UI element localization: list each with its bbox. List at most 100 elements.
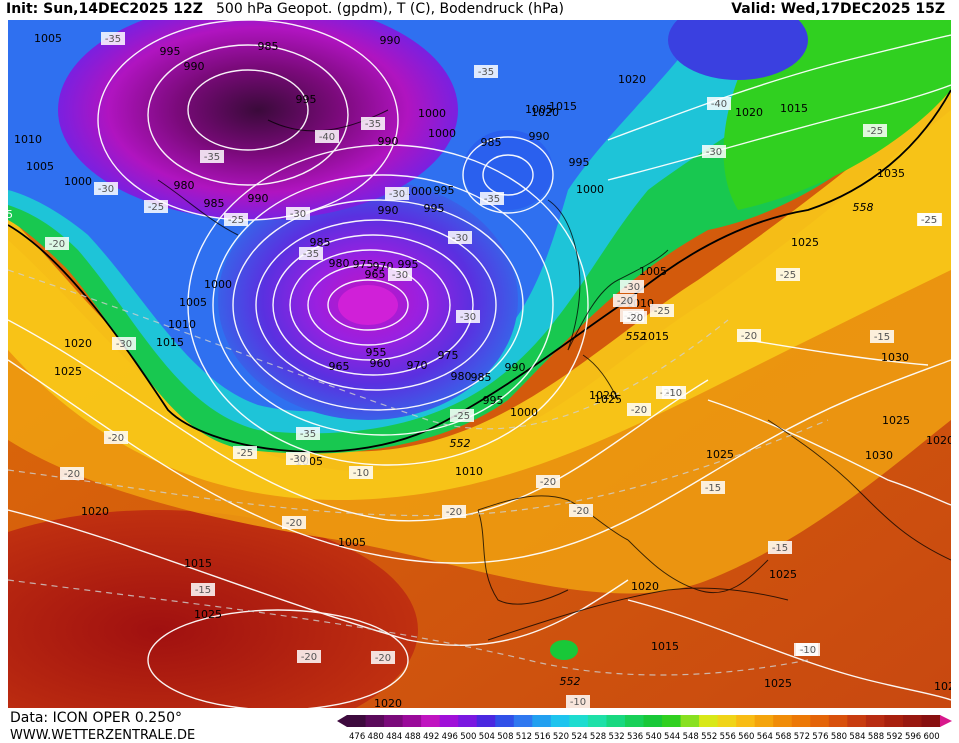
- map-title: 500 hPa Geopot. (gpdm), T (C), Bodendruc…: [216, 1, 564, 17]
- pressure-label: 1020: [926, 434, 951, 447]
- temperature-label: -25: [650, 304, 674, 317]
- svg-text:-20: -20: [540, 477, 556, 488]
- temperature-label: -25: [233, 446, 257, 459]
- svg-text:-15: -15: [705, 483, 721, 494]
- pressure-label: 1025: [764, 677, 792, 690]
- legend-swatch: [532, 715, 552, 727]
- pressure-label: 990: [378, 135, 399, 148]
- chart-footer: Data: ICON OPER 0.250° WWW.WETTERZENTRAL…: [0, 708, 959, 743]
- temperature-label: -30: [620, 280, 644, 293]
- pressure-label: 985: [481, 136, 502, 149]
- legend-tick-label: 548: [683, 732, 699, 741]
- temperature-label: -10: [662, 386, 686, 399]
- temperature-label: -20: [442, 505, 466, 518]
- svg-text:-20: -20: [446, 507, 462, 518]
- legend-tick-label: 496: [442, 732, 458, 741]
- svg-text:-40: -40: [319, 132, 335, 143]
- pressure-label: 990: [380, 34, 401, 47]
- svg-text:-20: -20: [627, 313, 643, 324]
- height-labels: 558 552 552 552: [450, 201, 874, 688]
- barents-low: [668, 20, 808, 80]
- temperature-label: -35: [200, 150, 224, 163]
- height-label: 552: [626, 330, 647, 343]
- svg-text:-30: -30: [460, 312, 476, 323]
- pressure-label: 955: [366, 346, 387, 359]
- temperature-label: -20: [282, 516, 306, 529]
- pressure-label: 1015: [549, 100, 577, 113]
- pressure-label: 1000: [576, 183, 604, 196]
- temperature-label: -30: [388, 268, 412, 281]
- legend-swatch: [476, 715, 496, 727]
- svg-text:-25: -25: [654, 306, 670, 317]
- legend-swatch: [587, 715, 607, 727]
- temperature-label: -10: [796, 643, 820, 656]
- legend-swatch: [736, 715, 756, 727]
- svg-text:-35: -35: [204, 152, 220, 163]
- temperature-labels: -35 -35 -35 -40 -35 -35 -40 -30 -25 -25 -30 -30 -30 -…: [45, 32, 942, 708]
- svg-text:-10: -10: [353, 468, 369, 479]
- edge-label: 5: [8, 208, 13, 221]
- pressure-label: 1015: [184, 557, 212, 570]
- temperature-label: -20: [627, 403, 651, 416]
- pressure-label: 990: [184, 60, 205, 73]
- pressure-label: 990: [248, 192, 269, 205]
- temperature-label: -35: [361, 117, 385, 130]
- legend-tick-label: 480: [368, 732, 384, 741]
- pressure-label: 990: [378, 204, 399, 217]
- pressure-label: 990: [505, 361, 526, 374]
- temperature-label: -15: [768, 541, 792, 554]
- norway-low: [463, 130, 553, 210]
- svg-text:-10: -10: [570, 697, 586, 708]
- svg-text:-10: -10: [800, 645, 816, 656]
- svg-text:-25: -25: [921, 215, 937, 226]
- svg-text:-30: -30: [389, 189, 405, 200]
- legend-tick-label: 592: [886, 732, 902, 741]
- svg-text:-25: -25: [237, 448, 253, 459]
- pressure-label: 995: [424, 202, 445, 215]
- height-label: 558: [853, 201, 874, 214]
- svg-text:-10: -10: [666, 388, 682, 399]
- pressure-label: 1020: [631, 580, 659, 593]
- legend-swatch: [884, 715, 904, 727]
- legend-tick-label: 512: [516, 732, 532, 741]
- svg-text:-20: -20: [301, 652, 317, 663]
- legend-tick-label: 492: [423, 732, 439, 741]
- pressure-label: 1000: [418, 107, 446, 120]
- temperature-label: -15: [191, 583, 215, 596]
- temperature-label: -20: [623, 311, 647, 324]
- legend-swatch: [624, 715, 644, 727]
- legend-tick-label: 508: [497, 732, 513, 741]
- legend-tick-label: 564: [757, 732, 773, 741]
- pressure-label: 1035: [877, 167, 905, 180]
- pressure-label: 1005: [179, 296, 207, 309]
- legend-tick-label: 588: [868, 732, 884, 741]
- temperature-label: -30: [456, 310, 480, 323]
- legend-swatch: [717, 715, 737, 727]
- temperature-label: -40: [707, 97, 731, 110]
- legend-tick-label: 532: [608, 732, 624, 741]
- svg-text:-20: -20: [64, 469, 80, 480]
- legend-swatch: [662, 715, 682, 727]
- pressure-label: 1020: [618, 73, 646, 86]
- svg-text:-15: -15: [874, 332, 890, 343]
- temperature-label: -30: [286, 207, 310, 220]
- legend-swatches: [337, 715, 952, 727]
- svg-text:-30: -30: [290, 454, 306, 465]
- website-url: WWW.WETTERZENTRALE.DE: [10, 728, 196, 743]
- legend-swatch: [458, 715, 478, 727]
- svg-text:-20: -20: [108, 433, 124, 444]
- height-label: 552: [450, 437, 471, 450]
- legend-swatch: [810, 715, 830, 727]
- pressure-label: 1015: [780, 102, 808, 115]
- pressure-label: 1025: [194, 608, 222, 621]
- low-center: [338, 285, 398, 325]
- legend-swatch: [347, 715, 367, 727]
- legend-max-arrow: [940, 715, 952, 727]
- legend-tick-label: 584: [849, 732, 865, 741]
- svg-text:-25: -25: [454, 411, 470, 422]
- svg-text:-20: -20: [375, 653, 391, 664]
- legend-tick-label: 516: [534, 732, 550, 741]
- height-label: 552: [560, 675, 581, 688]
- svg-text:-35: -35: [105, 34, 121, 45]
